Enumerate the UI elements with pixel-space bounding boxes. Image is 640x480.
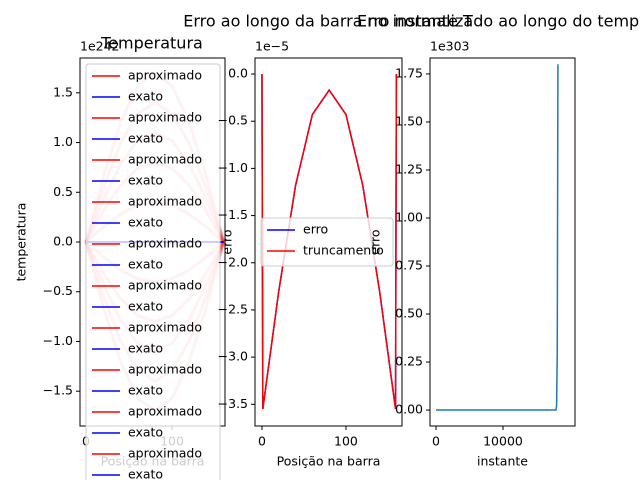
legend-label: aproximado — [128, 446, 202, 461]
legend-label: aproximado — [128, 362, 202, 377]
y-tick-label: 1.25 — [395, 161, 423, 176]
y-tick-label: −0.5 — [218, 113, 248, 128]
legend-label: aproximado — [128, 278, 202, 293]
y-tick-label: 1.5 — [53, 84, 73, 99]
plot-area — [261, 74, 398, 410]
legend-label: aproximado — [128, 320, 202, 335]
y-tick-label: 0.25 — [395, 354, 423, 369]
y-tick-label: −0.5 — [43, 283, 73, 298]
y-tick-label: 1.00 — [395, 209, 423, 224]
y-tick-label: −2.0 — [218, 254, 248, 269]
axes-frame — [254, 57, 403, 427]
legend-label: erro — [303, 222, 328, 237]
legend-label: aproximado — [128, 152, 202, 167]
y-tick-label: −1.5 — [43, 383, 73, 398]
chart-title: Temperatura — [100, 34, 203, 53]
legend-label: exato — [128, 257, 163, 272]
chart-title: Erro normalizado ao longo do tempo — [357, 12, 640, 31]
x-tick-label: 0 — [258, 434, 266, 449]
legend-label: aproximado — [128, 110, 202, 125]
x-axis-label: instante — [477, 454, 528, 469]
series-line — [436, 64, 559, 411]
y-tick-label: −1.0 — [43, 333, 73, 348]
legend-label: aproximado — [128, 68, 202, 83]
legend-label: exato — [128, 173, 163, 188]
y-tick-label: 0.00 — [395, 402, 423, 417]
legend-label: aproximado — [128, 194, 202, 209]
offset-text: 1e242 — [80, 39, 120, 54]
x-tick-label: 0 — [432, 434, 440, 449]
legend-label: exato — [128, 131, 163, 146]
legend-label: truncamento — [303, 243, 384, 258]
chart-title: Erro ao longo da barra no instante T — [183, 12, 473, 31]
legend-label: exato — [128, 341, 163, 356]
y-tick-label: 0.0 — [53, 234, 73, 249]
legend-label: aproximado — [128, 236, 202, 251]
y-tick-label: −3.0 — [218, 349, 248, 364]
x-axis-label: Posição na barra — [277, 454, 381, 469]
series-line — [261, 74, 398, 410]
y-tick-label: 1.0 — [53, 134, 73, 149]
legend-box — [85, 63, 221, 480]
legend-label: exato — [128, 89, 163, 104]
y-tick-label: 1.75 — [395, 65, 423, 80]
legend-label: exato — [128, 299, 163, 314]
y-tick-label: 0.75 — [395, 258, 423, 273]
y-tick-label: 0.5 — [53, 184, 73, 199]
y-axis-label: erro — [368, 229, 383, 254]
y-tick-label: 0.50 — [395, 306, 423, 321]
legend-label: exato — [128, 425, 163, 440]
y-tick-label: −1.0 — [218, 160, 248, 175]
y-tick-label: −1.5 — [218, 207, 248, 222]
y-tick-label: −3.5 — [218, 396, 248, 411]
legend-label: exato — [128, 383, 163, 398]
legend-label: exato — [128, 215, 163, 230]
plot-area — [436, 64, 559, 411]
y-tick-label: −2.5 — [218, 301, 248, 316]
x-tick-label: 100 — [334, 434, 358, 449]
y-axis-label: temperatura — [14, 203, 29, 282]
x-tick-label: 10000 — [483, 434, 523, 449]
y-tick-label: 1.50 — [395, 113, 423, 128]
offset-text: 1e−5 — [255, 39, 289, 54]
offset-text: 1e303 — [430, 39, 470, 54]
legend-label: aproximado — [128, 404, 202, 419]
axes-frame — [429, 57, 576, 427]
y-axis-label: erro — [220, 229, 235, 254]
y-tick-label: 0.0 — [228, 66, 248, 81]
legend-label: exato — [128, 467, 163, 480]
